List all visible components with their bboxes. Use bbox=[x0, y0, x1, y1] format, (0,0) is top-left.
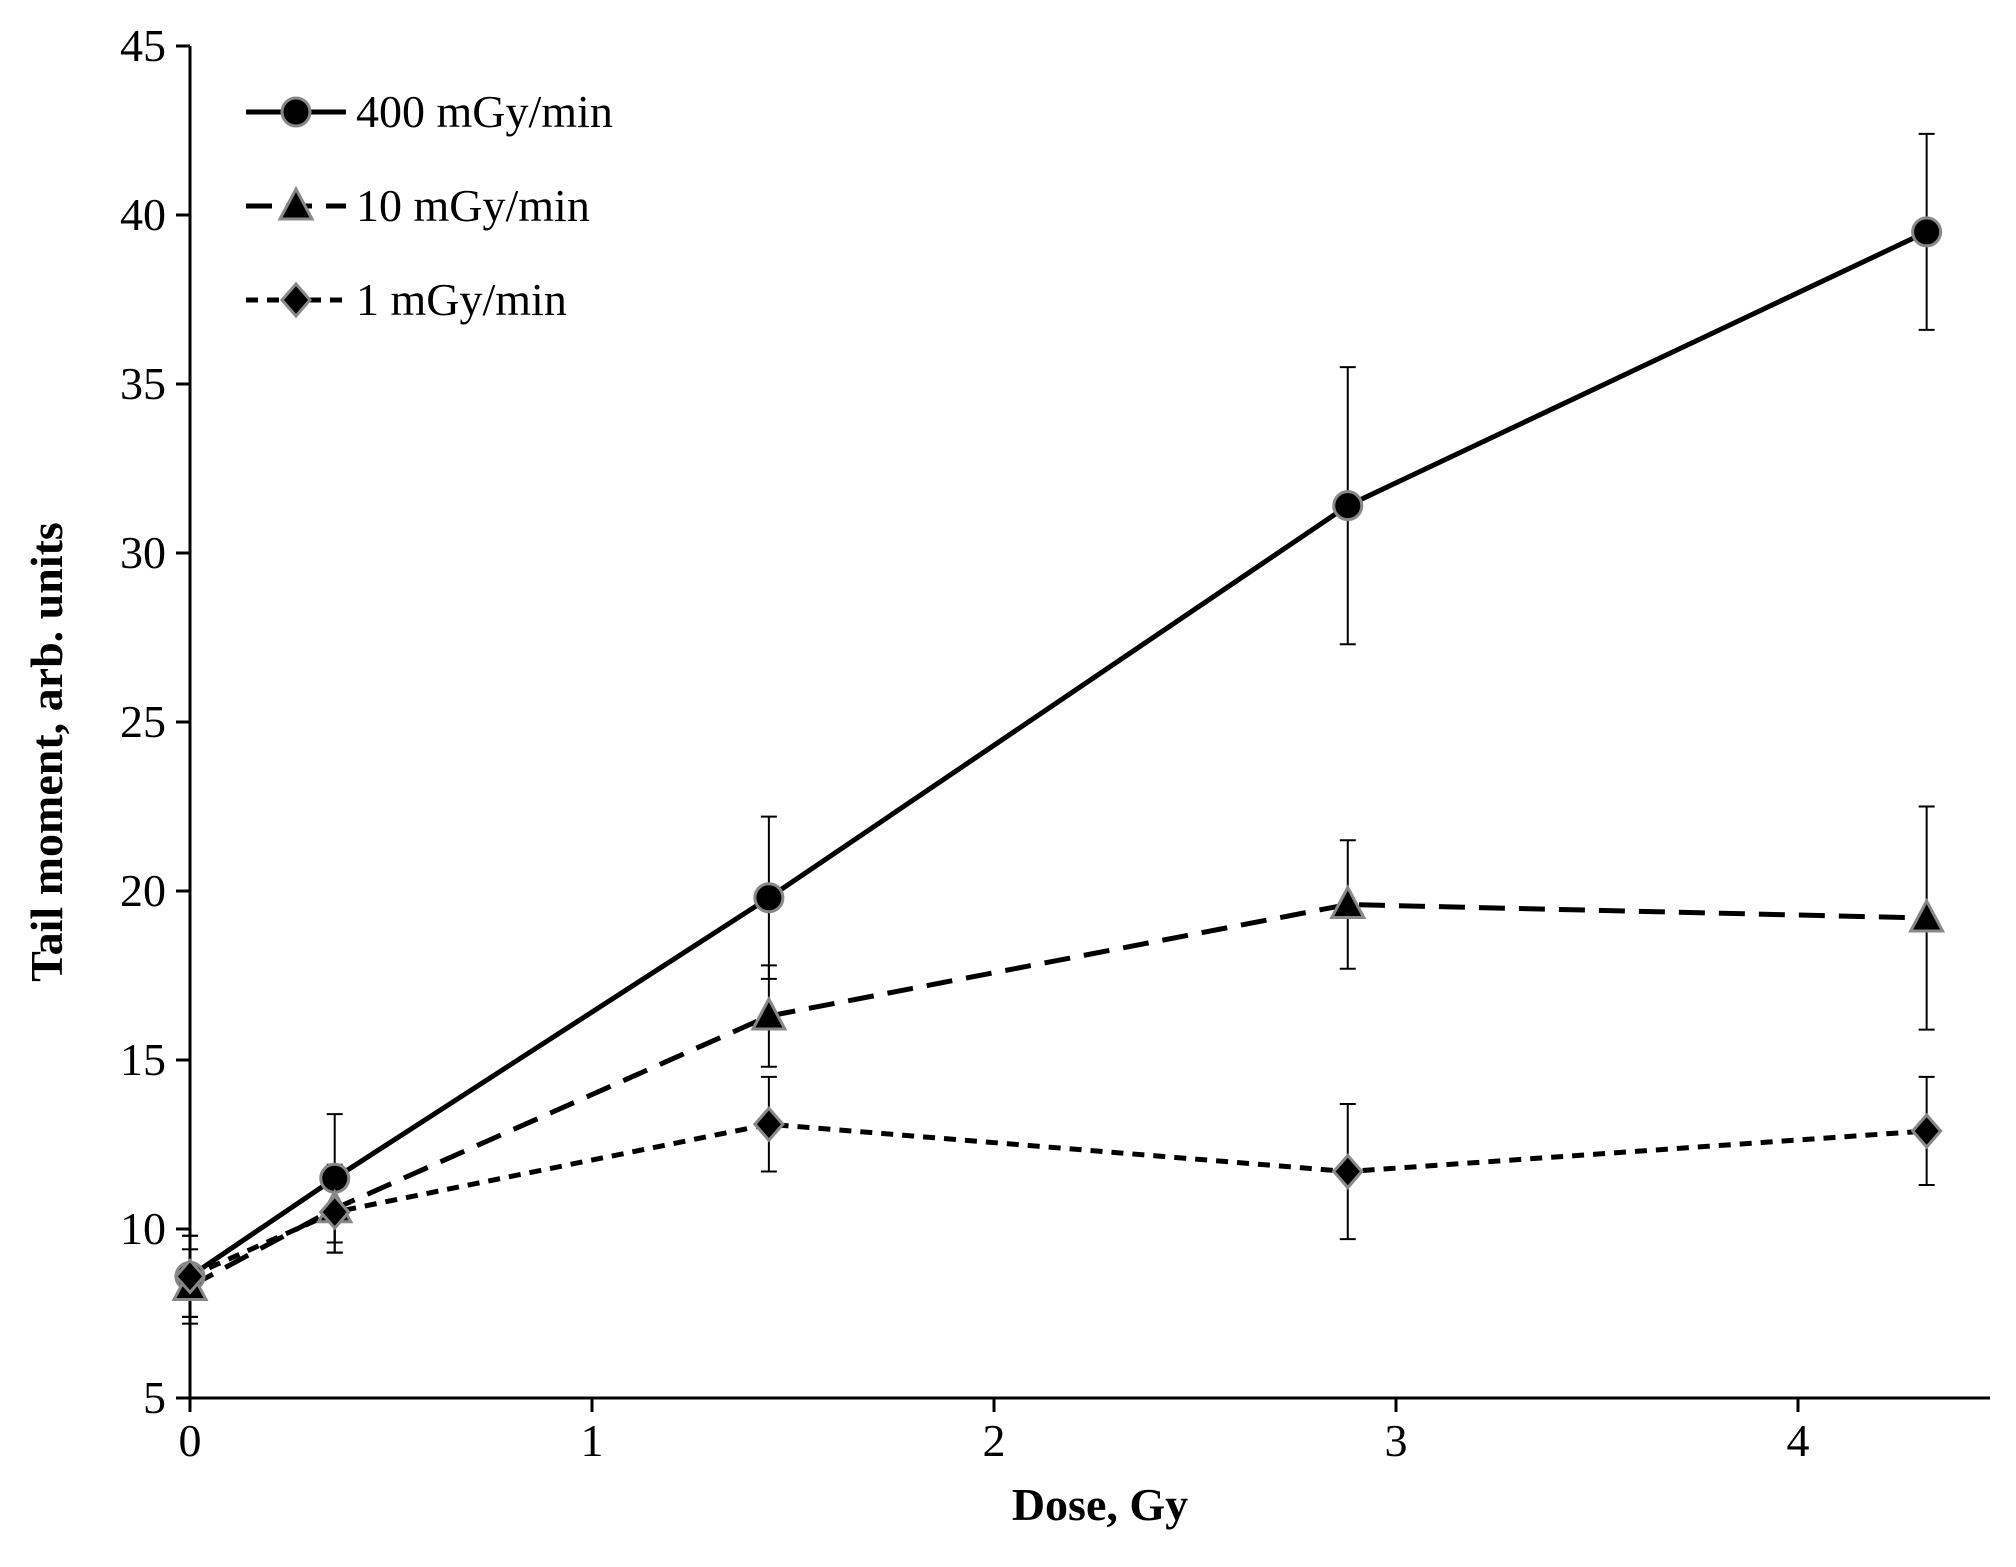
legend-marker-circle bbox=[280, 96, 312, 128]
y-tick-label: 5 bbox=[143, 1372, 166, 1423]
legend-label: 1 mGy/min bbox=[356, 274, 567, 325]
series-line-3 bbox=[188, 1121, 1927, 1279]
x-tick-label: 2 bbox=[983, 1415, 1006, 1466]
data-point-circle bbox=[1911, 216, 1943, 248]
data-point-diamond bbox=[1331, 1153, 1364, 1190]
series-line-1 bbox=[188, 229, 1928, 1279]
y-tick-label: 20 bbox=[120, 865, 166, 916]
legend: 400 mGy/min 10 mGy/min 1 mGy/min bbox=[246, 86, 613, 325]
x-tick-label: 4 bbox=[1787, 1415, 1810, 1466]
x-axis-title: Dose, Gy bbox=[1012, 1479, 1188, 1530]
legend-marker-triangle bbox=[277, 185, 315, 221]
x-tick-label: 1 bbox=[581, 1415, 604, 1466]
y-tick-label: 40 bbox=[120, 189, 166, 240]
y-tick-label: 15 bbox=[120, 1034, 166, 1085]
legend-entry: 400 mGy/min bbox=[246, 86, 613, 137]
legend-label: 10 mGy/min bbox=[356, 180, 590, 231]
data-point-diamond bbox=[318, 1193, 351, 1231]
x-tick-label: 3 bbox=[1385, 1415, 1408, 1466]
legend-marker-diamond bbox=[280, 281, 312, 319]
data-point-triangle bbox=[1329, 884, 1367, 920]
data-point-diamond bbox=[752, 1105, 785, 1143]
data-point-triangle bbox=[750, 995, 788, 1031]
y-tick-label: 25 bbox=[120, 696, 166, 747]
data-point-diamond bbox=[1910, 1112, 1943, 1150]
legend-entry: 10 mGy/min bbox=[246, 180, 590, 231]
y-tick-label: 10 bbox=[120, 1203, 166, 1254]
plot-area bbox=[171, 132, 1946, 1325]
y-axis-title: Tail moment, arb. units bbox=[21, 522, 72, 982]
y-tick-label: 35 bbox=[120, 358, 166, 409]
legend-label: 400 mGy/min bbox=[356, 86, 613, 137]
data-point-circle bbox=[319, 1162, 351, 1194]
y-tick-label: 30 bbox=[120, 527, 166, 578]
data-point-circle bbox=[753, 882, 785, 914]
axes: 5 10 15 20 25 30 35 40 45 0 1 2 3 4 bbox=[120, 20, 1990, 1466]
series-line-2 bbox=[188, 902, 1927, 1289]
y-tick-label: 45 bbox=[120, 20, 166, 71]
data-point-circle bbox=[1332, 490, 1364, 522]
x-tick-label: 0 bbox=[179, 1415, 202, 1466]
data-point-triangle bbox=[1908, 897, 1946, 933]
data-point-diamond bbox=[174, 1258, 206, 1295]
legend-entry: 1 mGy/min bbox=[246, 274, 567, 325]
